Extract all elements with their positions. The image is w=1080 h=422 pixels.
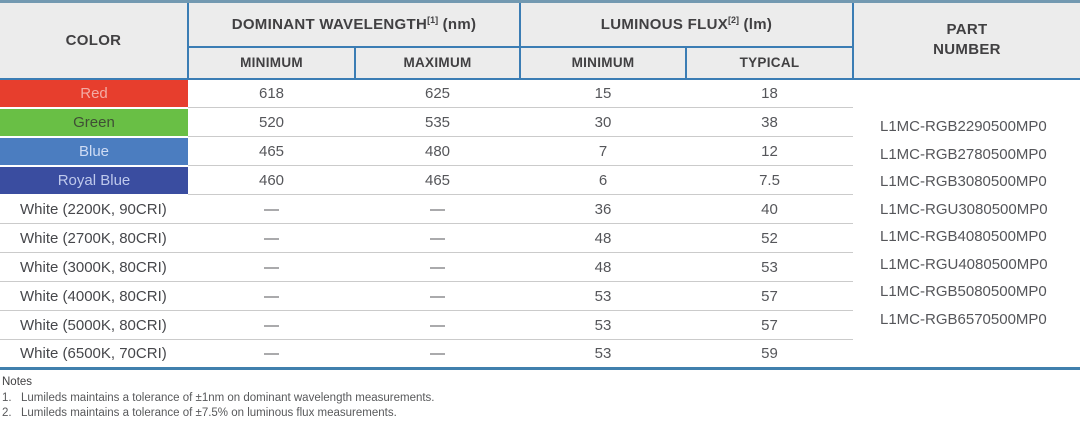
- wavelength-max-cell: —: [430, 345, 445, 362]
- note-text: Lumileds maintains a tolerance of ±7.5% …: [21, 407, 397, 420]
- color-cell: White (3000K, 80CRI): [0, 252, 188, 282]
- flux-min-cell: 48: [520, 223, 686, 253]
- wavelength-max-cell: 625: [355, 78, 520, 108]
- table-header: COLOR DOMINANT WAVELENGTH[1] (nm) LUMINO…: [0, 1, 1080, 80]
- notes-list: 1. Lumileds maintains a tolerance of ±1nm…: [2, 391, 1080, 422]
- color-cell: Blue: [0, 136, 188, 167]
- flux-typical-cell: 57: [686, 281, 853, 311]
- column-header-color: COLOR: [0, 1, 189, 80]
- table-row: White (4000K, 80CRI) — —53 57: [0, 281, 1080, 311]
- notes-title: Notes: [2, 376, 33, 388]
- table-row: Red 618 625 15 18 L1MC-RGB2290500MP0 L1MC-RGB2…: [0, 78, 1080, 328]
- table-row: White (3000K, 80CRI) — —48 53: [0, 252, 1080, 282]
- color-cell: White (6500K, 70CRI): [20, 345, 167, 362]
- table-row: Royal Blue 460 465 6 7.5: [0, 165, 1080, 196]
- color-cell: White (2200K, 90CRI): [0, 194, 188, 224]
- wavelength-min-cell: —: [188, 252, 355, 282]
- wavelength-max-cell: —: [355, 310, 520, 340]
- color-cell: White (5000K, 80CRI): [0, 310, 188, 340]
- part-number: L1MC-RGB2780500MP0: [880, 145, 1047, 163]
- footnote-ref-2: [2]: [728, 15, 740, 26]
- wavelength-max-cell: —: [355, 252, 520, 282]
- table-row: Blue 465 480 7 12: [0, 136, 1080, 167]
- flux-typical-cell: 52: [686, 223, 853, 253]
- note-number: 2.: [2, 407, 12, 420]
- flux-min-cell: 6: [520, 165, 686, 195]
- column-header-part-number: PART NUMBER: [852, 1, 1080, 80]
- note-number: 1.: [2, 391, 12, 404]
- color-cell: White (2700K, 80CRI): [0, 223, 188, 253]
- wavelength-min-cell: 460: [188, 165, 355, 195]
- note-item: 2. Lumileds maintains a tolerance of ±7.5…: [2, 406, 1080, 422]
- part-number-header-line1: PART: [946, 21, 988, 38]
- part-number: L1MC-RGB3080500MP0: [880, 173, 1047, 191]
- column-header-dominant-wavelength: DOMINANT WAVELENGTH[1] (nm): [187, 1, 521, 48]
- note-text: Lumileds maintains a tolerance of ±1nm o…: [21, 391, 435, 404]
- column-header-luminous-flux: LUMINOUS FLUX[2] (lm): [519, 1, 854, 48]
- color-cell: White (4000K, 80CRI): [0, 281, 188, 311]
- wavelength-max-cell: —: [355, 194, 520, 224]
- flux-min-cell: 53: [520, 281, 686, 311]
- wavelength-max-cell: 465: [355, 165, 520, 195]
- table-row: Green 520 535 30 38: [0, 107, 1080, 138]
- flux-min-cell: 48: [520, 252, 686, 282]
- table-row: White (2700K, 80CRI) — —48 52: [0, 223, 1080, 253]
- wavelength-min-cell: 465: [188, 136, 355, 166]
- flux-typical-cell: 40: [686, 194, 853, 224]
- wavelength-min-cell: —: [188, 223, 355, 253]
- wavelength-max-cell: 480: [355, 136, 520, 166]
- part-number-cell: L1MC-RGB2290500MP0 L1MC-RGB2780500MP0 L1MC…: [853, 79, 1080, 369]
- part-number: L1MC-RGU4080500MP0: [880, 255, 1048, 273]
- luminous-flux-label: LUMINOUS FLUX: [600, 16, 729, 34]
- note-item: 1. Lumileds maintains a tolerance of ±1nm…: [2, 391, 1080, 407]
- part-number: L1MC-RGB4080500MP0: [880, 228, 1047, 246]
- luminous-flux-unit: (lm): [739, 16, 773, 34]
- subheader-wavelength-minimum: MINIMUM: [187, 46, 356, 80]
- wavelength-max-cell: —: [355, 281, 520, 311]
- wavelength-min-cell: —: [264, 345, 279, 362]
- wavelength-min-cell: 520: [188, 107, 355, 137]
- flux-typical-cell: 59: [761, 345, 778, 362]
- flux-typical-cell: 18: [686, 78, 853, 108]
- wavelength-min-cell: 618: [188, 78, 355, 108]
- flux-min-cell: 36: [520, 194, 686, 224]
- flux-min-cell: 30: [520, 107, 686, 137]
- part-number: L1MC-RGU3080500MP0: [880, 200, 1048, 218]
- flux-typical-cell: 38: [686, 107, 853, 137]
- flux-typical-cell: 12: [686, 136, 853, 166]
- flux-min-cell: 7: [520, 136, 686, 166]
- table-body: Red 618 625 15 18 L1MC-RGB2290500MP0 L1MC-RGB2…: [0, 78, 1080, 369]
- subheader-flux-typical: TYPICAL: [685, 46, 854, 80]
- dominant-wavelength-label: DOMINANT WAVELENGTH: [231, 16, 428, 34]
- part-number: L1MC-RGB5080500MP0: [880, 283, 1047, 301]
- flux-typical-cell: 7.5: [686, 165, 853, 195]
- color-cell: Red: [0, 78, 188, 109]
- wavelength-min-cell: —: [188, 310, 355, 340]
- wavelength-max-cell: —: [355, 223, 520, 253]
- subheader-wavelength-maximum: MAXIMUM: [354, 46, 521, 80]
- footnote-ref-1: [1]: [427, 15, 439, 26]
- wavelength-max-cell: 535: [355, 107, 520, 137]
- wavelength-min-cell: —: [188, 281, 355, 311]
- part-number-header-line2: NUMBER: [933, 41, 1001, 59]
- table-row: White (2200K, 90CRI) — —36 40: [0, 194, 1080, 224]
- wavelength-min-cell: —: [188, 194, 355, 224]
- table-row: White (6500K, 70CRI) — — 53 59: [0, 340, 1080, 369]
- led-spec-table: COLOR DOMINANT WAVELENGTH[1] (nm) LUMINO…: [0, 0, 1080, 370]
- part-number: L1MC-RGB6570500MP0: [880, 310, 1047, 328]
- flux-typical-cell: 57: [686, 310, 853, 340]
- flux-typical-cell: 53: [686, 252, 853, 282]
- dominant-wavelength-unit: (nm): [438, 16, 477, 34]
- flux-min-cell: 15: [520, 78, 686, 108]
- notes-section: Notes 1. Lumileds maintains a tolerance o…: [2, 375, 1080, 422]
- flux-min-cell: 53: [520, 310, 686, 340]
- flux-min-cell: 53: [594, 345, 612, 362]
- subheader-flux-minimum: MINIMUM: [519, 46, 687, 80]
- color-cell: Royal Blue: [0, 165, 188, 196]
- part-number: L1MC-RGB2290500MP0: [880, 118, 1047, 136]
- table-row: White (5000K, 80CRI) — —53 57: [0, 310, 1080, 340]
- color-cell: Green: [0, 107, 188, 138]
